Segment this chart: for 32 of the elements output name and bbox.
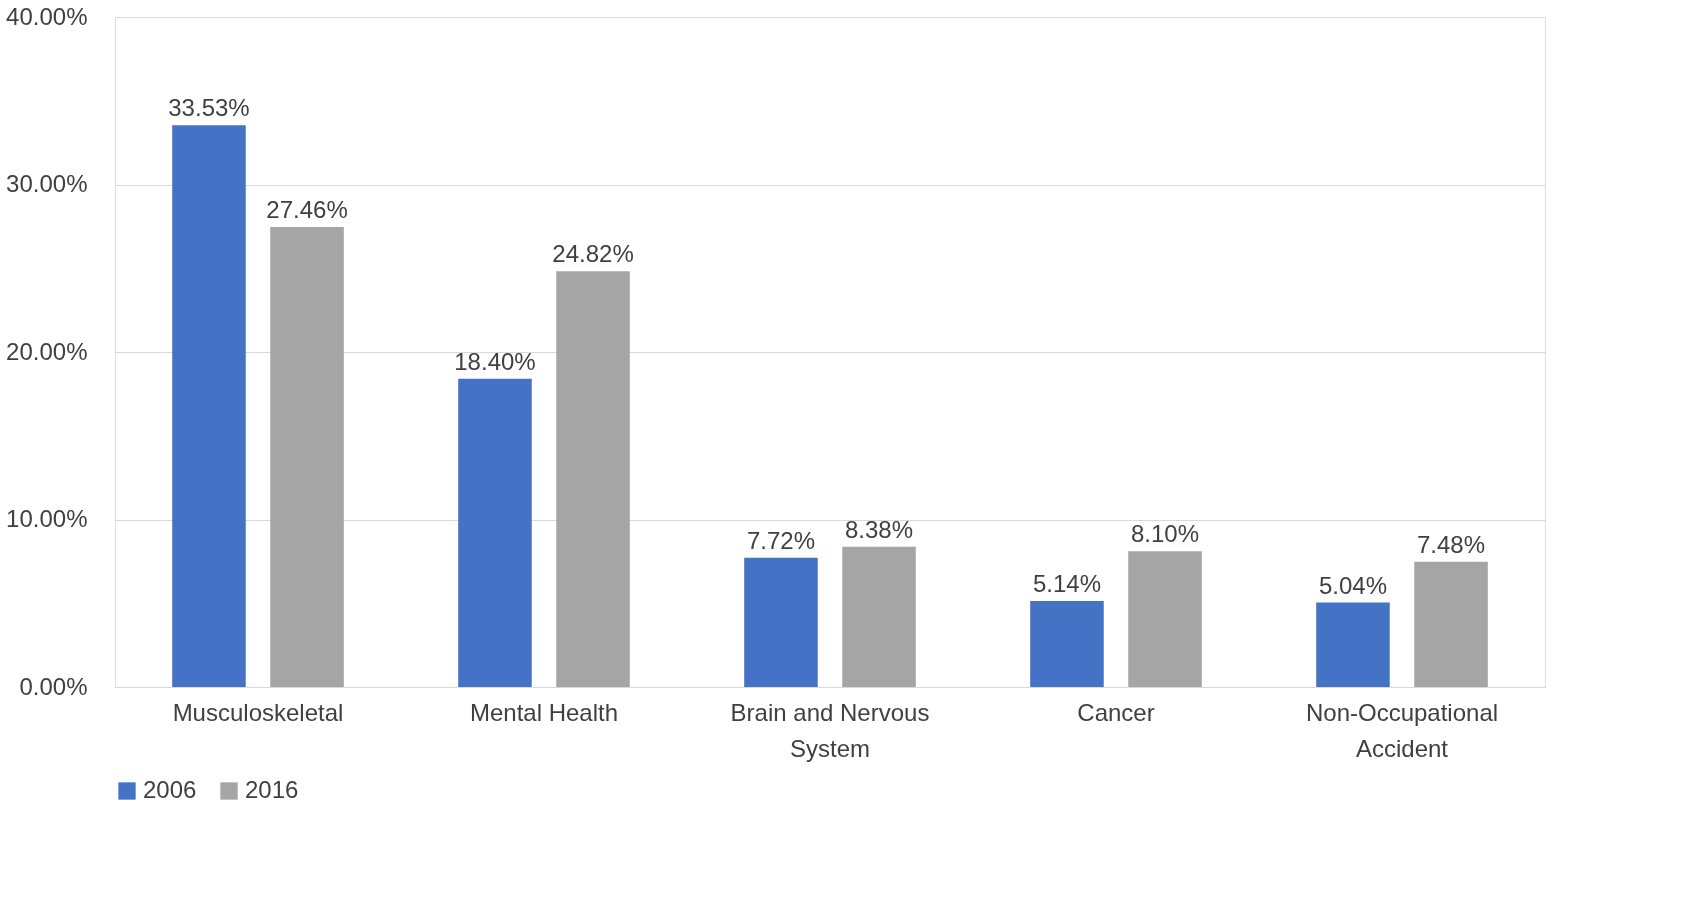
bar bbox=[744, 557, 818, 687]
data-label: 8.38% bbox=[845, 515, 914, 543]
bar bbox=[1030, 600, 1104, 687]
bar bbox=[270, 227, 344, 687]
data-label: 33.53% bbox=[168, 94, 250, 122]
x-tick-label: Brain and Nervous System bbox=[730, 698, 930, 762]
data-label: 27.46% bbox=[266, 196, 348, 224]
data-label: 7.48% bbox=[1417, 530, 1486, 558]
y-tick-label: 40.00% bbox=[6, 2, 88, 30]
y-tick-label: 0.00% bbox=[19, 672, 88, 700]
x-tick-label: Cancer bbox=[1077, 698, 1155, 726]
legend-label: 2016 bbox=[245, 776, 299, 803]
bar bbox=[1316, 602, 1390, 687]
bar bbox=[1414, 561, 1488, 687]
bar bbox=[842, 546, 916, 687]
bar bbox=[556, 271, 630, 687]
x-tick-label: Mental Health bbox=[469, 698, 619, 726]
x-tick-label: Musculoskeletal bbox=[172, 698, 344, 726]
data-label: 8.10% bbox=[1131, 520, 1200, 548]
data-label: 24.82% bbox=[552, 240, 634, 268]
bar bbox=[172, 125, 246, 687]
y-tick-label: 30.00% bbox=[6, 170, 88, 197]
data-label: 7.72% bbox=[746, 526, 815, 554]
bar bbox=[458, 378, 532, 687]
data-label: 5.14% bbox=[1032, 569, 1101, 597]
legend-label: 2006 bbox=[143, 776, 197, 803]
x-tick-label: Non-Occupational Accident bbox=[1305, 698, 1499, 762]
data-label: 5.04% bbox=[1318, 571, 1387, 599]
y-tick-label: 20.00% bbox=[6, 337, 88, 365]
bar bbox=[1128, 551, 1202, 687]
data-label: 18.40% bbox=[454, 347, 536, 375]
y-tick-label: 10.00% bbox=[6, 505, 88, 532]
